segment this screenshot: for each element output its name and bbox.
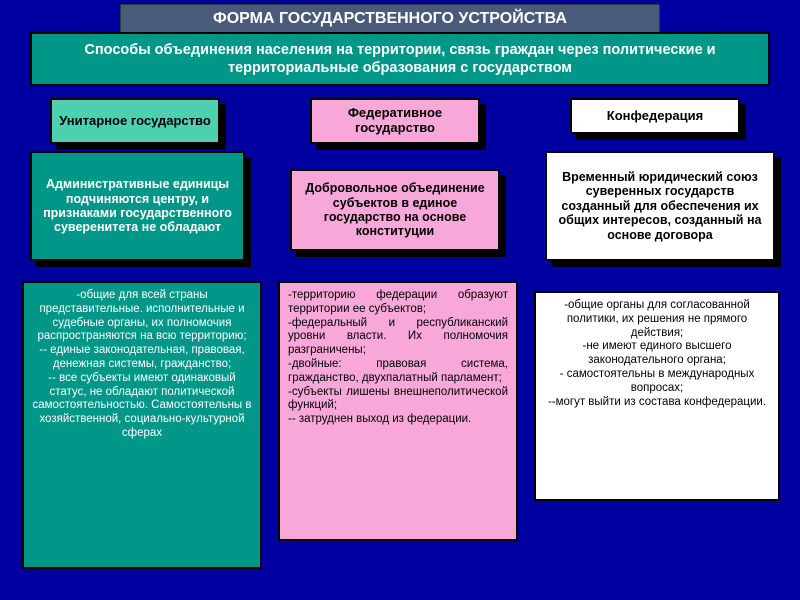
col3-details: -общие органы для согласованной политики… xyxy=(534,291,780,501)
col3-header: Конфедерация xyxy=(570,98,740,134)
col2-details: -территорию федерации образуют территори… xyxy=(278,281,518,541)
col1-definition: Административные единицы подчиняются цен… xyxy=(30,151,245,261)
col2-header: Федеративное государство xyxy=(310,98,480,144)
col2-definition: Добровольное объединение субъектов в еди… xyxy=(290,169,500,251)
col1-header: Унитарное государство xyxy=(50,98,220,144)
page-subtitle: Способы объединения населения на террито… xyxy=(30,32,770,86)
page-title: ФОРМА ГОСУДАРСТВЕННОГО УСТРОЙСТВА xyxy=(120,4,660,34)
col3-definition: Временный юридический союз суверенных го… xyxy=(545,151,775,261)
col1-details: -общие для всей страны представительные.… xyxy=(22,281,262,569)
